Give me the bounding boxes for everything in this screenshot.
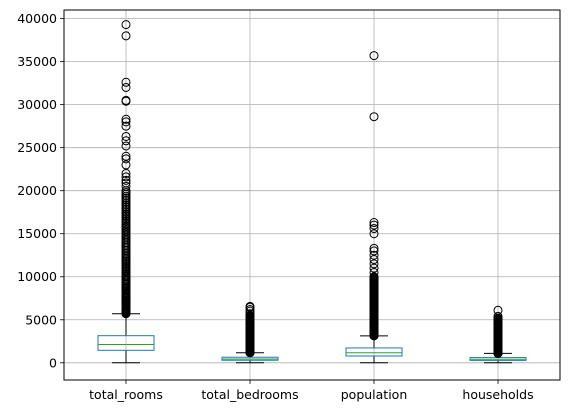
outlier-point <box>245 301 255 311</box>
outlier-point <box>121 172 131 182</box>
outlier-point <box>121 178 131 188</box>
outlier-points <box>121 20 503 358</box>
outlier-point <box>121 121 131 131</box>
outlier-point <box>369 263 379 273</box>
outlier-point <box>121 175 131 185</box>
outlier-point <box>369 51 379 61</box>
outlier-point <box>369 220 379 230</box>
outlier-point <box>121 95 131 105</box>
outlier-point <box>121 168 131 178</box>
outlier-point <box>121 31 131 41</box>
x-tick-label: households <box>462 387 533 402</box>
outlier-point <box>493 305 503 315</box>
outlier-point <box>369 243 379 253</box>
outlier-point <box>369 250 379 260</box>
outlier-point <box>121 114 131 124</box>
outlier-point <box>121 151 131 161</box>
outlier-point <box>245 304 255 314</box>
outlier-point <box>369 246 379 256</box>
x-tick-label: total_bedrooms <box>201 387 298 402</box>
outlier-point <box>121 181 131 191</box>
outlier-point <box>121 77 131 87</box>
axes-ticks: 0 5000 10000 15000 20000 25000 30000 35000 40000… <box>17 11 533 402</box>
iqr-box <box>97 335 155 351</box>
x-tick-label: total_rooms <box>89 387 163 402</box>
outlier-point <box>369 218 379 228</box>
outlier-point <box>369 224 379 234</box>
y-tick-label: 25000 <box>17 140 57 155</box>
y-tick-label: 20000 <box>17 183 57 198</box>
y-tick-label: 5000 <box>25 312 57 327</box>
y-tick-label: 0 <box>49 355 57 370</box>
outlier-point <box>245 309 255 319</box>
grid-lines <box>64 10 560 380</box>
outlier-point <box>493 311 503 321</box>
outlier-point <box>121 131 131 141</box>
outlier-point <box>121 20 131 30</box>
outlier-point <box>369 112 379 122</box>
outlier-point <box>121 154 131 164</box>
y-tick-label: 10000 <box>17 269 57 284</box>
y-tick-label: 40000 <box>17 11 57 26</box>
plot-frame <box>63 9 561 381</box>
y-tick-label: 35000 <box>17 54 57 69</box>
outlier-point <box>121 160 131 170</box>
y-tick-label: 15000 <box>17 226 57 241</box>
outlier-point <box>121 136 131 146</box>
outlier-point <box>369 255 379 265</box>
outlier-point <box>121 82 131 92</box>
outlier-point <box>121 141 131 151</box>
outlier-point <box>121 117 131 127</box>
outlier-point <box>369 267 379 277</box>
outlier-point <box>369 229 379 239</box>
outlier-point <box>369 259 379 269</box>
outlier-point <box>369 272 379 282</box>
iqr-box <box>345 347 403 357</box>
boxplots <box>97 313 527 364</box>
y-tick-label: 30000 <box>17 97 57 112</box>
x-tick-label: population <box>341 387 408 402</box>
